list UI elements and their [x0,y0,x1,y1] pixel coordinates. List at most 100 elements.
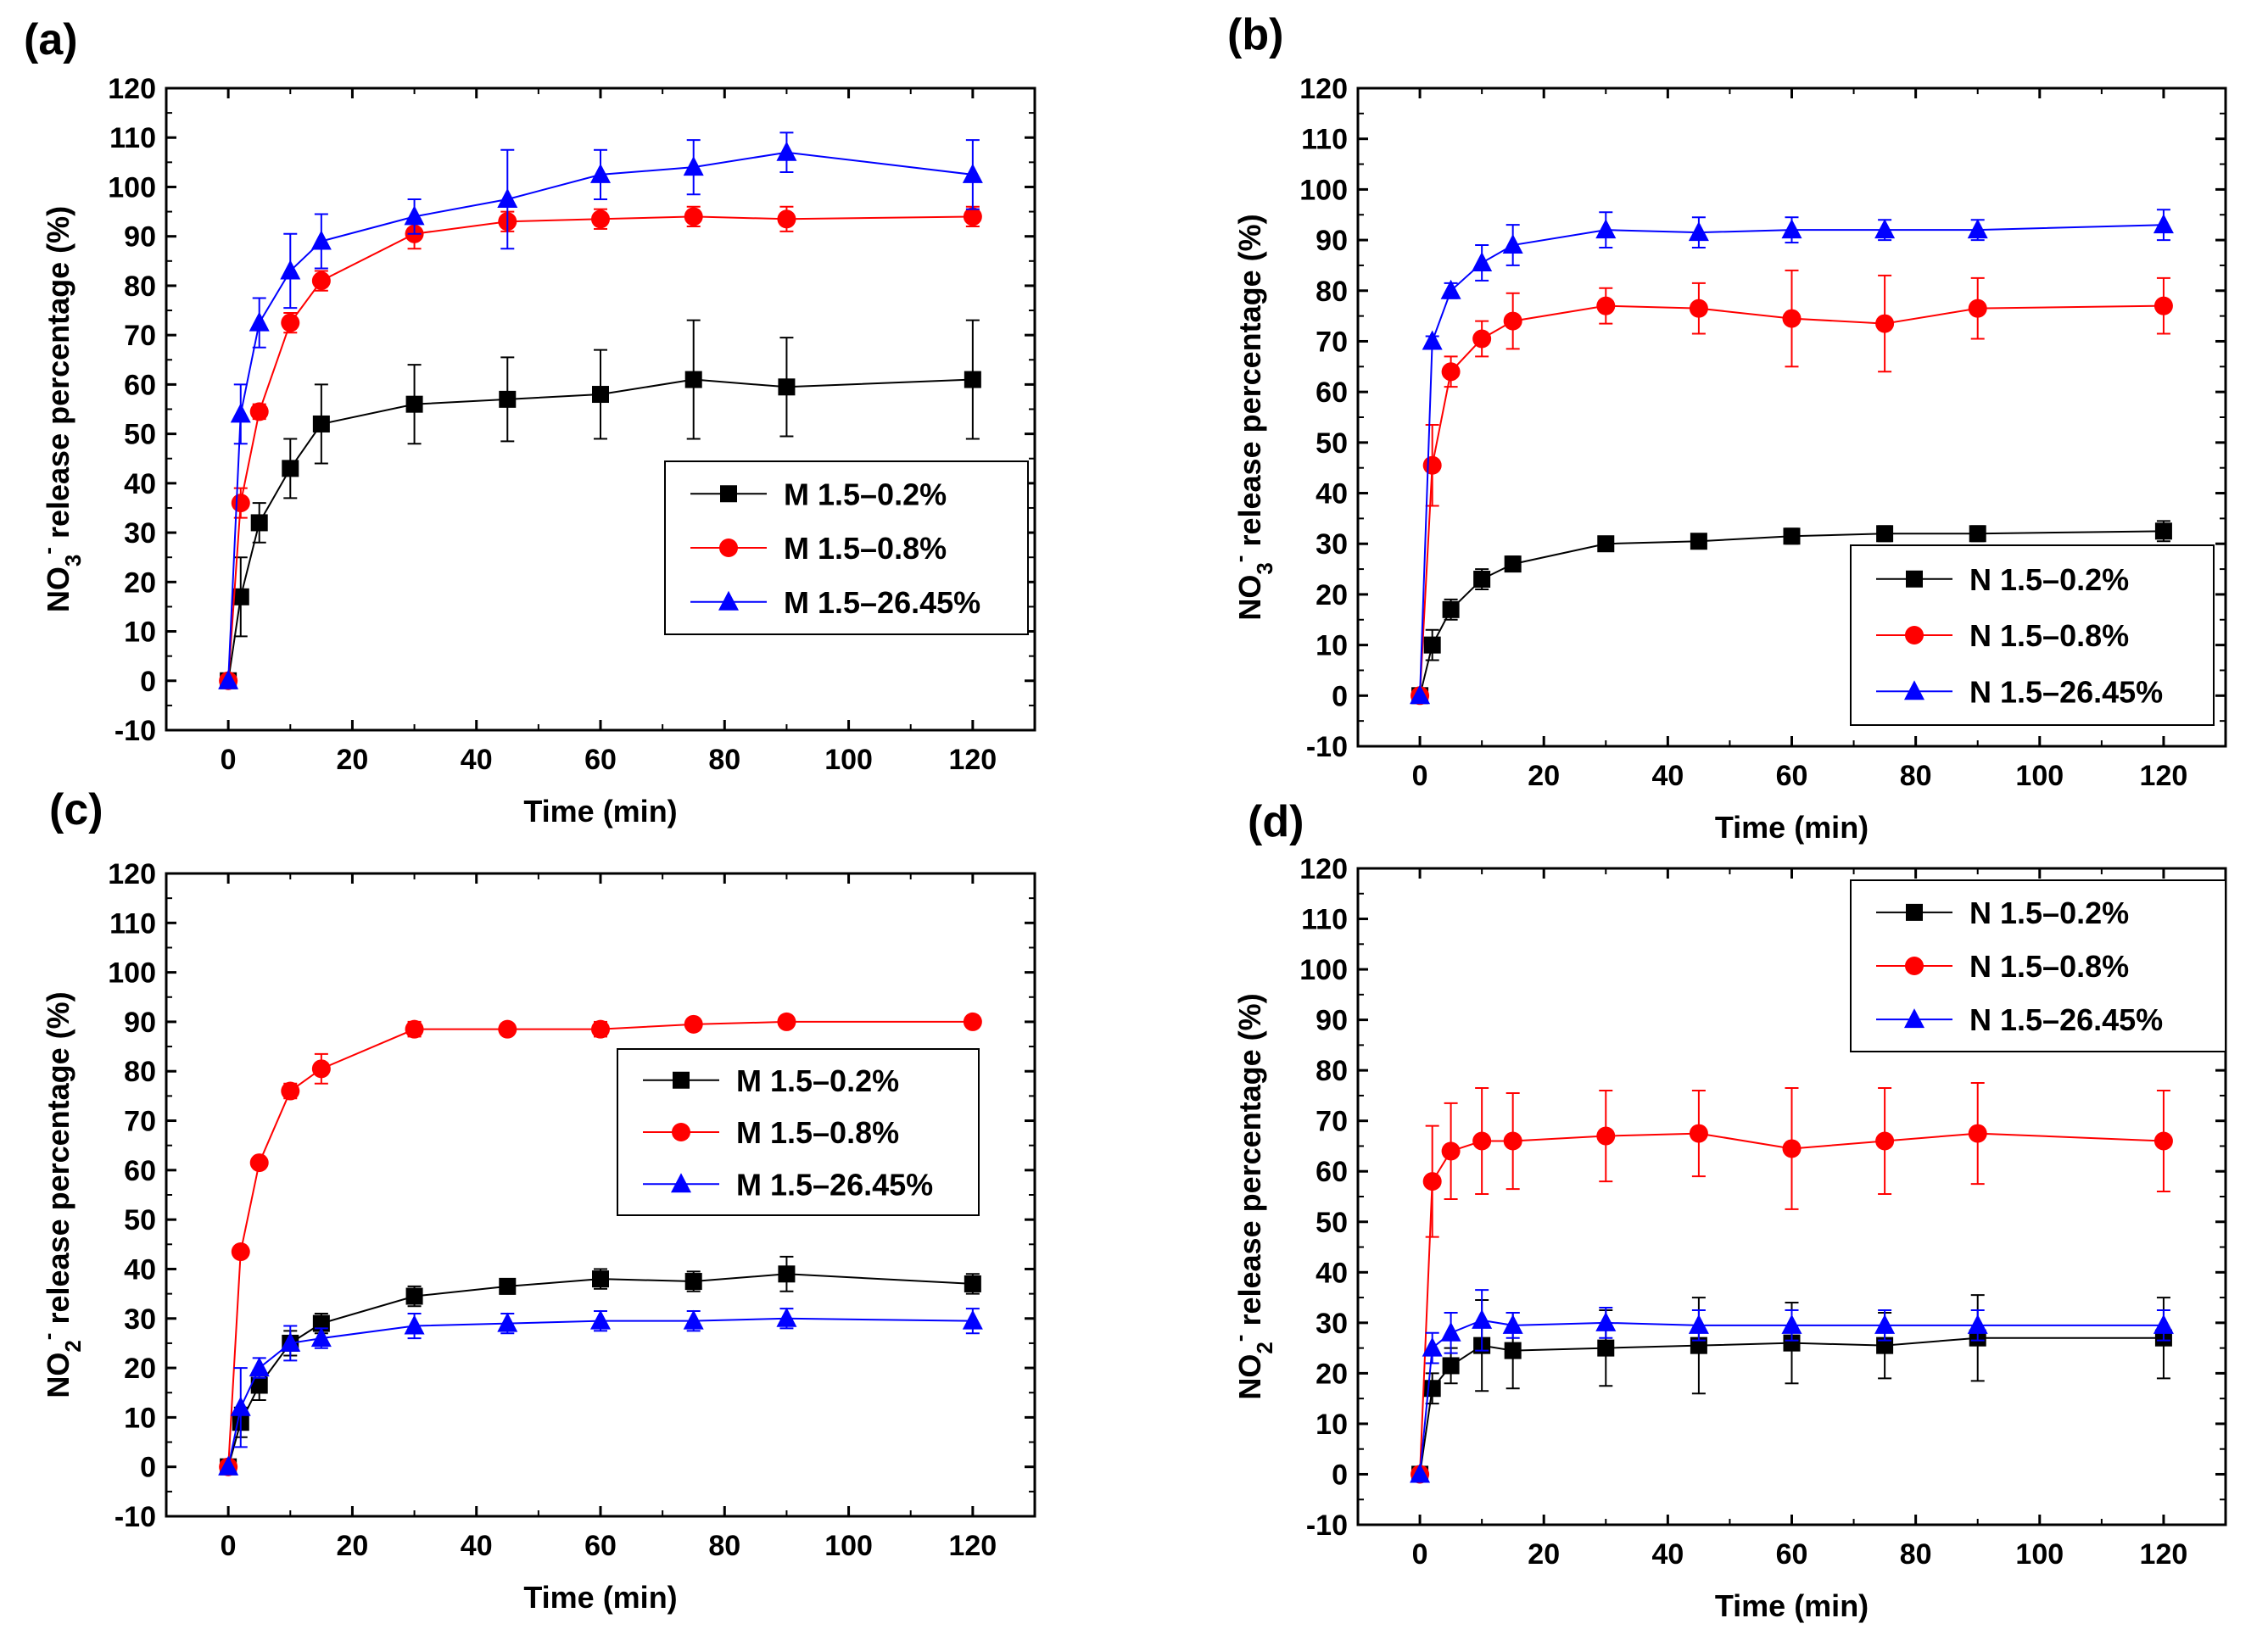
data-point [499,1277,517,1295]
x-tick-label: 0 [1412,1538,1428,1571]
y-tick-label: 100 [108,957,156,990]
data-point [1781,219,1802,239]
data-point [249,1357,270,1377]
y-tick-label: 90 [124,1007,156,1039]
data-point [231,1242,250,1262]
y-axis-label-sup: - [35,547,60,555]
y-axis-label-sub: 3 [60,555,86,566]
data-point [2153,296,2173,315]
data-point [497,188,518,209]
data-point [249,311,270,332]
data-point [1688,1314,1709,1334]
data-point [1968,1124,1987,1143]
x-axis-label: Time (min) [523,794,677,829]
y-tick-label: 0 [140,1452,156,1484]
data-point [1472,1309,1493,1329]
legend-label: M 1.5–0.2% [736,1063,899,1098]
data-point [776,1307,797,1327]
data-point [1595,219,1617,239]
data-point [778,378,796,396]
data-point [1595,1311,1617,1331]
x-tick-label: 0 [221,744,237,776]
data-point [1422,1172,1442,1191]
x-tick-label: 120 [948,1530,997,1562]
y-tick-label: 110 [1301,904,1348,936]
data-point [1690,533,1707,550]
legend-marker [1904,1008,1924,1029]
x-tick-label: 20 [337,1530,369,1562]
y-tick-label: 20 [124,566,156,599]
data-point [218,1455,239,1476]
data-point [1596,1126,1616,1146]
y-tick-label: 30 [1316,528,1348,561]
y-tick-label: 60 [124,1155,156,1187]
series-2 [218,131,983,689]
y-tick-label: 10 [124,1402,156,1434]
y-axis-label: NO2- release percentage (%) [1226,993,1277,1399]
y-tick-label: 90 [1316,225,1348,257]
data-point [1440,1321,1461,1342]
data-point [311,271,331,291]
data-point [311,1059,331,1079]
data-point [592,1270,609,1288]
panel-label: (b) [1227,10,1283,59]
data-point [1968,299,1987,318]
data-point [1502,1314,1523,1334]
x-tick-label: 100 [824,1530,873,1562]
y-tick-label: 40 [124,468,156,500]
data-point [405,1287,423,1305]
data-point [1874,1314,1896,1334]
x-tick-label: 60 [1776,760,1808,792]
y-tick-label: 110 [1301,124,1348,156]
data-point [2153,1314,2174,1334]
x-tick-label: 60 [584,744,617,776]
data-point [250,1376,268,1394]
data-point [1874,219,1896,239]
legend: N 1.5–0.2% N 1.5–0.8% N 1.5–26.45% [1850,879,2226,1052]
data-point [1441,362,1461,382]
y-tick-label: 60 [1316,377,1348,409]
panel-label: (c) [49,785,103,834]
data-point [592,386,609,404]
legend-label: M 1.5–26.45% [784,585,980,620]
data-point [2153,1131,2173,1151]
data-point [1442,600,1460,618]
y-tick-label: 90 [1316,1005,1348,1037]
legend-label: M 1.5–0.8% [736,1115,899,1150]
data-point [230,1396,251,1416]
data-point [231,494,250,513]
legend-label: M 1.5–26.45% [736,1167,933,1202]
data-point [1422,1336,1443,1357]
data-point [778,1265,796,1283]
legend-marker [1904,680,1924,700]
legend: M 1.5–0.2% M 1.5–0.8% M 1.5–26.45% [664,460,1029,635]
y-tick-label: 70 [124,1106,156,1138]
data-point [1689,1124,1708,1143]
legend-marker [1906,903,1923,921]
x-tick-label: 40 [1651,760,1684,792]
data-point [230,403,251,423]
y-tick-label: 50 [124,1204,156,1236]
legend-label: N 1.5–0.8% [1969,618,2129,653]
data-point [499,390,517,408]
y-axis-label-rest: release percentage (%) [41,206,75,547]
y-axis-label-sub: 3 [1252,562,1277,574]
x-tick-label: 80 [708,1530,740,1562]
y-axis-label-rest: release percentage (%) [41,991,75,1332]
data-point [1967,219,1988,239]
x-tick-label: 40 [461,1530,493,1562]
legend-marker [719,538,738,557]
data-point [1503,311,1522,331]
data-point [964,1275,981,1292]
data-point [1502,234,1523,254]
data-point [1504,555,1522,573]
data-point [2153,214,2174,234]
data-point [310,230,332,250]
y-tick-label: 120 [108,858,156,890]
legend: N 1.5–0.2% N 1.5–0.8% N 1.5–26.45% [1850,544,2215,726]
data-point [1472,1131,1492,1151]
y-tick-label: 0 [1332,680,1348,712]
data-point [2154,522,2172,540]
y-tick-label: 50 [1316,427,1348,460]
x-tick-label: 120 [948,744,997,776]
